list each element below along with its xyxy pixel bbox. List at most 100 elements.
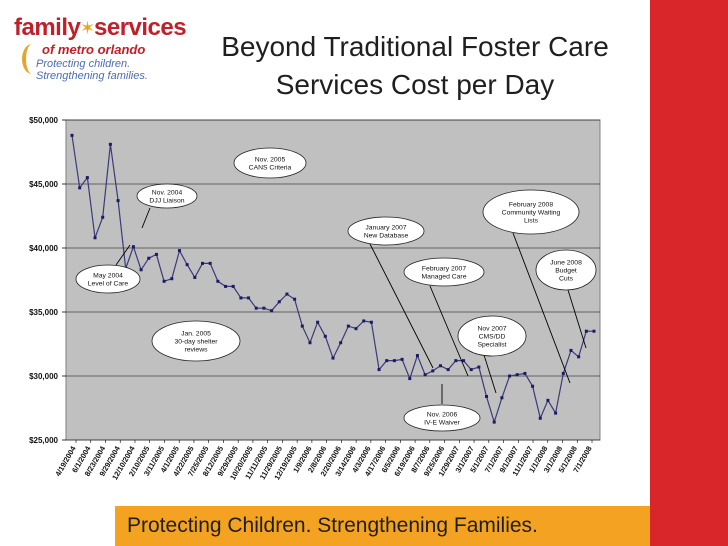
- y-tick-label: $40,000: [29, 244, 58, 253]
- data-point: [208, 261, 212, 265]
- cost-chart: $50,000 $45,000 $40,000 $35,000 $30,000 $25,0…: [0, 108, 650, 506]
- annotation-text: Jan. 2005: [181, 331, 211, 338]
- data-point: [224, 284, 228, 288]
- annotation-bubble: [151, 320, 241, 362]
- data-point: [400, 357, 404, 361]
- y-tick-label: $25,000: [29, 436, 58, 445]
- plot-area: [65, 119, 601, 441]
- logo-tagline-1: Protecting children.: [36, 58, 131, 70]
- y-tick-label: $30,000: [29, 372, 58, 381]
- annotation-bubble: [347, 216, 425, 246]
- data-point: [254, 306, 258, 310]
- annotation-text: February 2008: [509, 202, 553, 209]
- data-point: [170, 277, 174, 281]
- annotation-text: reviews: [184, 347, 208, 354]
- annotation-bubble: [136, 183, 198, 209]
- data-point: [162, 279, 166, 283]
- annotation-text: CMS/DD: [479, 334, 506, 341]
- annotation-arrow: [115, 244, 131, 266]
- annotation-text: IV-E Waiver: [424, 420, 460, 427]
- annotation-text: Managed Care: [422, 274, 467, 281]
- annotation-bubble: [403, 257, 485, 287]
- data-point: [492, 420, 496, 424]
- data-point: [85, 176, 89, 180]
- data-point: [477, 365, 481, 369]
- data-point: [270, 309, 274, 313]
- annotation-text: Nov 2007: [477, 326, 506, 333]
- y-tick-label: $35,000: [29, 308, 58, 317]
- data-point: [385, 359, 389, 363]
- data-point: [354, 327, 358, 331]
- data-point: [231, 284, 235, 288]
- data-point: [239, 296, 243, 300]
- data-point: [300, 324, 304, 328]
- annotation-arrow: [483, 354, 497, 394]
- data-point: [569, 348, 573, 352]
- annotation-text: Budget: [555, 268, 577, 275]
- data-point: [277, 300, 281, 304]
- data-point: [538, 416, 542, 420]
- annotation-bubble: [535, 249, 597, 291]
- data-point: [331, 356, 335, 360]
- data-point: [101, 215, 105, 219]
- annotation-arrow: [512, 232, 571, 384]
- data-point: [316, 320, 320, 324]
- annotation-arrow: [429, 285, 469, 377]
- data-point: [93, 236, 97, 240]
- data-point: [554, 411, 558, 415]
- data-point: [262, 306, 266, 310]
- annotation-text: Nov. 2006: [427, 412, 458, 419]
- annotation-arrow: [567, 289, 587, 349]
- data-point: [70, 133, 74, 137]
- y-tick-label: $50,000: [29, 116, 58, 125]
- data-point: [131, 245, 135, 249]
- title-line-1: Beyond Traditional Foster Care: [221, 31, 609, 62]
- annotation-text: Community Waiting: [502, 210, 561, 217]
- logo-star-icon: ✶: [80, 18, 96, 38]
- annotation-text: Nov. 2004: [152, 190, 183, 197]
- data-point: [247, 296, 251, 300]
- data-point: [323, 334, 327, 338]
- data-point: [346, 324, 350, 328]
- data-point: [592, 329, 596, 333]
- footer-bar: Protecting Children. Strengthening Famil…: [115, 506, 650, 546]
- data-point: [500, 396, 504, 400]
- annotation-text: Specialist: [477, 342, 506, 349]
- data-point: [185, 263, 189, 267]
- annotation-bubble: [482, 189, 580, 235]
- data-point: [339, 341, 343, 345]
- data-point: [408, 377, 412, 381]
- footer-text: Protecting Children. Strengthening Famil…: [127, 514, 538, 537]
- data-point: [154, 252, 158, 256]
- data-point: [485, 394, 489, 398]
- data-point: [362, 319, 366, 323]
- annotation-text: May 2004: [93, 273, 123, 280]
- annotation-text: Level of Care: [88, 281, 129, 288]
- data-point: [423, 373, 427, 377]
- annotation-text: February 2007: [422, 266, 466, 273]
- annotation-bubble: [75, 264, 141, 294]
- title-line-2: Services Cost per Day: [275, 69, 555, 100]
- data-point: [438, 364, 442, 368]
- logo-word-services: services: [94, 14, 187, 41]
- annotation-text: 30-day shelter: [174, 339, 218, 346]
- data-point: [577, 355, 581, 359]
- data-point: [139, 268, 143, 272]
- data-point: [201, 261, 204, 265]
- data-point: [584, 329, 588, 333]
- annotation-text: Nov. 2005: [255, 157, 286, 164]
- data-point: [285, 292, 289, 296]
- data-point: [377, 368, 381, 372]
- annotation-text: New Database: [364, 233, 409, 240]
- data-point: [515, 373, 519, 377]
- annotation-text: DJJ Liaison: [149, 198, 184, 205]
- annotation-bubble: [403, 404, 481, 432]
- right-accent-bar: [650, 0, 728, 546]
- data-point: [108, 142, 112, 146]
- data-point: [78, 186, 82, 190]
- data-point: [293, 297, 297, 301]
- data-point: [508, 374, 512, 378]
- data-point: [454, 359, 458, 363]
- data-point: [116, 199, 120, 203]
- data-point: [147, 256, 151, 260]
